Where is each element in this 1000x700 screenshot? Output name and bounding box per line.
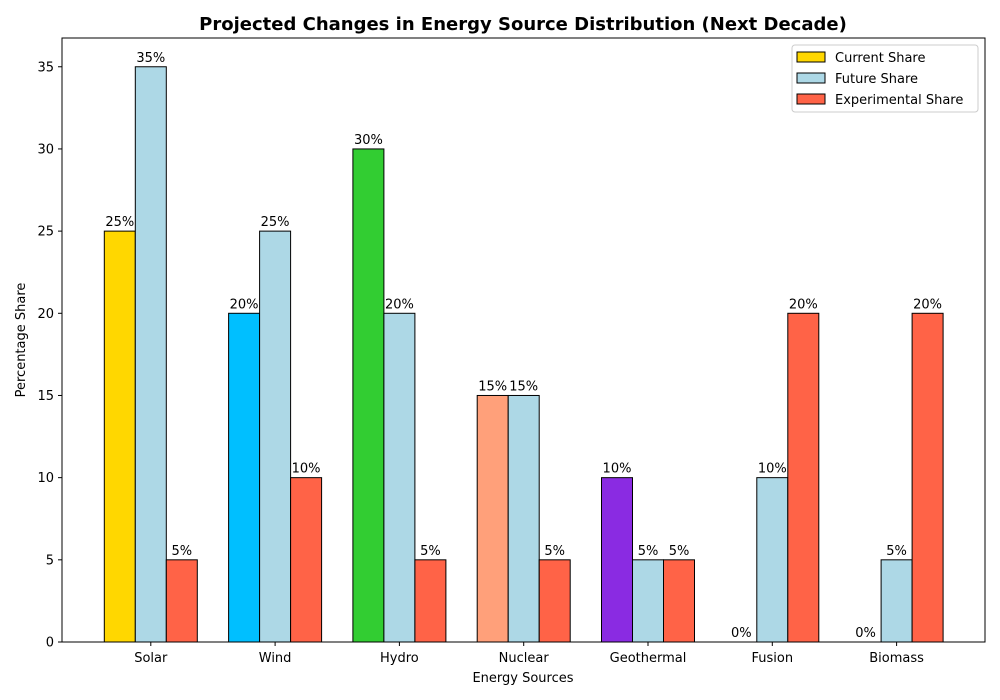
x-axis-label: Energy Sources (472, 671, 573, 686)
y-axis-label: Percentage Share (14, 283, 29, 398)
y-tick-label: 15 (37, 389, 54, 404)
x-tick-label: Wind (259, 651, 292, 666)
bar-fusion-future-share (756, 477, 789, 643)
bar-solar-future-share (134, 66, 167, 643)
bar-hydro-current-share (352, 148, 385, 643)
y-tick-label: 25 (37, 225, 54, 240)
legend-box (791, 44, 979, 113)
data-label: 20% (385, 297, 414, 312)
data-label: 5% (171, 544, 192, 559)
data-label: 35% (136, 51, 165, 66)
bar-geothermal-current-share (601, 477, 633, 643)
bar-solar-current-share (103, 230, 136, 643)
bar-hydro-future-share (383, 312, 416, 643)
data-label: 10% (603, 462, 632, 477)
bar-nuclear-experimental-share (538, 559, 571, 643)
data-label: 15% (478, 379, 507, 394)
legend-swatch (796, 93, 826, 105)
data-label: 20% (913, 297, 942, 312)
data-label: 10% (758, 462, 787, 477)
y-tick-label: 0 (46, 636, 54, 651)
data-label: 10% (292, 462, 321, 477)
bar-nuclear-future-share (507, 394, 540, 643)
x-tick-label: Geothermal (610, 651, 687, 666)
y-tick-label: 10 (37, 471, 54, 486)
data-label: 5% (420, 544, 441, 559)
data-label: 5% (638, 544, 659, 559)
bar-nuclear-current-share (476, 394, 509, 643)
data-label: 15% (509, 379, 538, 394)
legend-label: Experimental Share (835, 93, 963, 108)
y-tick-label: 20 (37, 307, 54, 322)
bar-wind-experimental-share (290, 477, 323, 643)
bar-wind-current-share (228, 312, 261, 643)
x-tick-label: Nuclear (499, 651, 550, 666)
data-label: 0% (731, 626, 752, 641)
x-tick-label: Hydro (380, 651, 419, 666)
y-tick-label: 35 (37, 60, 54, 75)
legend-swatch (796, 72, 826, 84)
bar-fusion-experimental-share (787, 312, 820, 643)
bar-hydro-experimental-share (414, 559, 447, 643)
data-label: 0% (855, 626, 876, 641)
bar-solar-experimental-share (165, 559, 198, 643)
y-tick-label: 5 (46, 553, 54, 568)
legend-label: Current Share (835, 51, 925, 66)
bar-wind-future-share (259, 230, 292, 643)
data-label: 25% (261, 215, 290, 230)
bar-biomass-experimental-share (911, 312, 944, 643)
data-label: 20% (230, 297, 259, 312)
data-label: 20% (789, 297, 818, 312)
data-label: 25% (105, 215, 134, 230)
data-label: 5% (669, 544, 690, 559)
legend-label: Future Share (835, 72, 918, 87)
x-tick-label: Biomass (869, 651, 924, 666)
x-tick-label: Fusion (752, 651, 794, 666)
bar-biomass-future-share (880, 559, 913, 643)
data-label: 5% (544, 544, 565, 559)
data-label: 5% (886, 544, 907, 559)
plot-area: 25% 35% 5% 20% 25% 10% 30% 20% 5% 15% 15% 5% 10% 5% 5%… (37, 37, 986, 666)
bar-geothermal-future-share (632, 559, 664, 643)
legend: Current Share Future Share Experimental Sh… (791, 44, 979, 113)
bar-geothermal-experimental-share (663, 559, 695, 643)
legend-swatch (796, 51, 826, 63)
x-tick-label: Solar (134, 651, 168, 666)
data-label: 30% (354, 133, 383, 148)
chart-title: Projected Changes in Energy Source Distr… (199, 14, 847, 35)
y-tick-label: 30 (37, 142, 54, 157)
